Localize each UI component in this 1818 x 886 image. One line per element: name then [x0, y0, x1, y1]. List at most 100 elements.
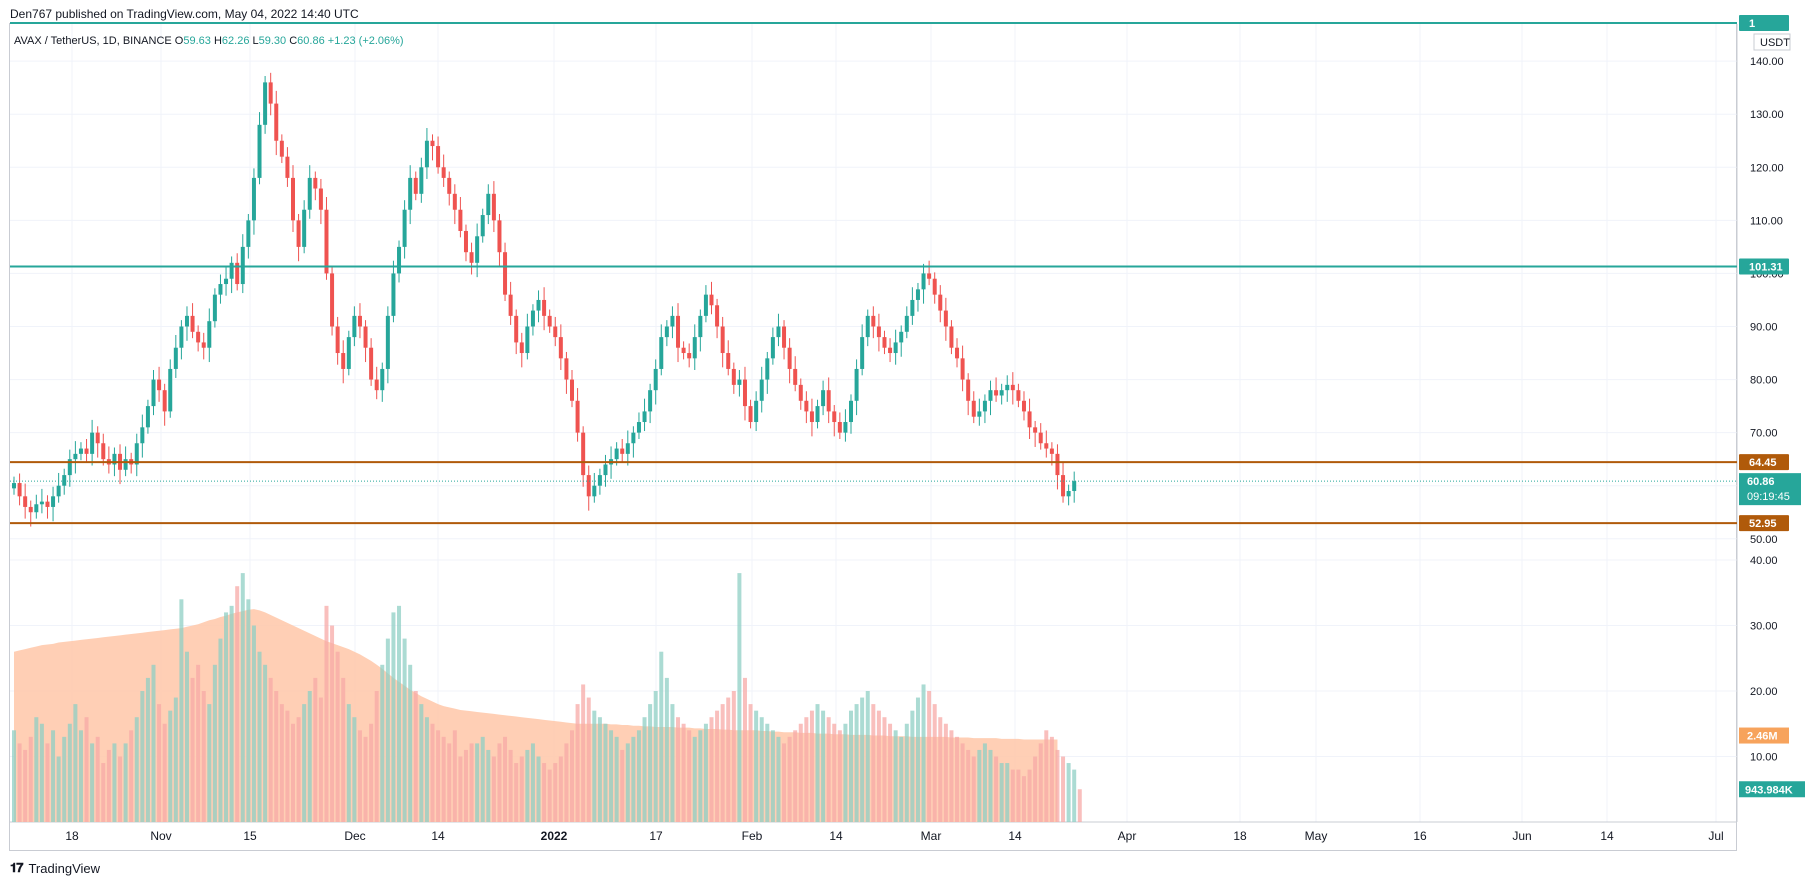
candle-body [703, 294, 708, 316]
candle-body [458, 209, 463, 231]
candle-body [1066, 491, 1071, 497]
candle-body [134, 443, 139, 465]
volume-bar [519, 756, 524, 822]
candle-body [798, 384, 803, 401]
level-price-label: 64.45 [1749, 457, 1777, 469]
candle-body [620, 448, 625, 454]
volume-bar [1038, 743, 1043, 822]
candle-body [636, 422, 641, 433]
candle-body [854, 368, 859, 401]
x-tick-label: 14 [829, 829, 843, 843]
candle-body [664, 326, 669, 338]
volume-bar [1049, 736, 1054, 822]
candle-body [988, 390, 993, 401]
volume-bar [235, 586, 240, 822]
level-price-tag [1739, 515, 1789, 532]
volume-bar [1044, 730, 1049, 822]
candle-body [436, 146, 441, 168]
volume-bar [787, 736, 792, 822]
volume-bar [240, 573, 245, 822]
x-tick-label: 16 [1413, 829, 1427, 843]
y-tick-label: 20.00 [1750, 686, 1778, 698]
candle-body [324, 209, 329, 274]
volume-bar [687, 730, 692, 822]
volume-bar [380, 664, 385, 822]
volume-bar [971, 756, 976, 822]
candle-body [335, 326, 340, 354]
candle-body [737, 379, 742, 385]
x-tick-label: 14 [1600, 829, 1614, 843]
volume-bar [229, 605, 234, 822]
current-price-label: 60.86 [1747, 476, 1775, 488]
candle-body [558, 337, 563, 359]
level-price-label: 52.95 [1749, 518, 1777, 530]
y-tick-label: 40.00 [1750, 555, 1778, 567]
volume-bar [151, 664, 156, 822]
candle-body [218, 284, 223, 295]
y-tick-label: 70.00 [1750, 428, 1778, 440]
volume-bar [296, 717, 301, 822]
volume-bar [73, 704, 78, 822]
volume-bar [475, 743, 480, 822]
volume-bar [179, 599, 184, 822]
candle-body [1072, 481, 1077, 492]
candle-body [581, 432, 586, 476]
candle-body [542, 299, 547, 316]
volume-bar [324, 605, 329, 822]
candle-body [184, 315, 189, 327]
footer-brand: TradingView [28, 860, 101, 876]
candle-body [971, 400, 976, 417]
volume-bar [547, 769, 552, 822]
x-tick-label: Apr [1118, 829, 1137, 843]
volume-bar [62, 736, 67, 822]
y-tick-label: 140.00 [1750, 56, 1784, 68]
candle-body [709, 294, 714, 306]
candle-body [313, 177, 318, 189]
candle-body [787, 347, 792, 369]
candle-body [815, 406, 820, 423]
candle-body [882, 337, 887, 348]
volume-bar [212, 664, 217, 822]
candle-body [938, 294, 943, 311]
candle-body [424, 140, 429, 168]
volume-bar [129, 730, 134, 822]
volume-bar [1061, 756, 1066, 822]
volume-bar [508, 749, 513, 822]
volume-bar [609, 730, 614, 822]
volume-bar [949, 730, 954, 822]
volume-bar [363, 736, 368, 822]
volume-bar [631, 736, 636, 822]
volume-bar [798, 723, 803, 822]
level-price-label: 1 [1749, 18, 1755, 30]
candle-body [681, 347, 686, 354]
candle-body [291, 177, 295, 221]
volume-bar [597, 717, 602, 822]
candle-body [849, 400, 853, 423]
candle-body [402, 209, 407, 247]
candle-body [508, 294, 513, 316]
publisher-header: Den767 published on TradingView.com, May… [10, 7, 359, 21]
candle-body [754, 400, 759, 423]
volume-bar [530, 743, 535, 822]
volume-bar [106, 749, 111, 822]
volume-bar [731, 691, 736, 822]
volume-bar [849, 710, 853, 822]
candle-body [809, 411, 814, 423]
candle-body [330, 273, 335, 327]
candle-body [441, 167, 446, 178]
volume-bar [78, 730, 83, 822]
candle-body [899, 331, 904, 343]
volume-bar [514, 763, 519, 822]
candle-body [832, 411, 837, 423]
level-price-tag [1739, 14, 1789, 31]
candle-body [207, 321, 212, 348]
volume-bar [659, 651, 664, 822]
volume-bar [218, 638, 223, 822]
volume-bar [932, 704, 937, 822]
current-price-tag [1739, 473, 1801, 506]
volume-bar [436, 730, 441, 822]
candle-body [960, 358, 965, 380]
volume-bar [285, 710, 290, 822]
x-tick-label: 2022 [541, 829, 568, 843]
